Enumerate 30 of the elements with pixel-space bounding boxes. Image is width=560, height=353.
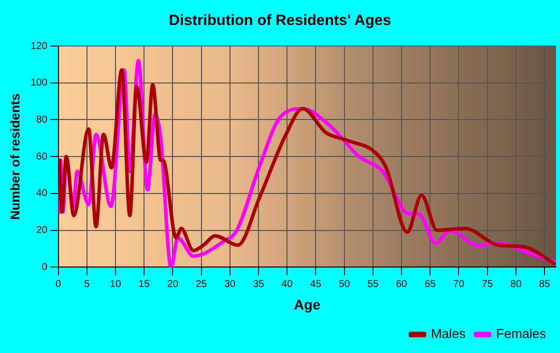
chart-title: Distribution of Residents' Ages — [168, 12, 392, 30]
x-tick-label: 65 — [424, 278, 436, 290]
x-tick-label: 75 — [482, 278, 494, 290]
x-tick-label: 55 — [367, 278, 379, 290]
x-tick-label: 5 — [84, 278, 90, 290]
y-tick-label: 0 — [42, 262, 48, 273]
x-tick-label: 50 — [338, 278, 350, 290]
x-tick-label: 40 — [282, 278, 294, 290]
y-axis-title: Number of residents — [7, 93, 22, 220]
x-tick-label: 60 — [396, 278, 408, 290]
x-tick-label: 85 — [538, 278, 551, 290]
x-tick-label: 70 — [453, 278, 465, 290]
legend-label: Males — [430, 326, 466, 342]
x-tick-label: 20 — [167, 278, 179, 290]
x-tick-label: 45 — [310, 278, 322, 290]
y-tick-label: 100 — [30, 78, 48, 89]
x-axis-title: Age — [294, 296, 321, 312]
x-tick-label: 0 — [56, 278, 62, 290]
x-tick-label: 35 — [252, 278, 265, 290]
x-tick-label: 30 — [224, 278, 236, 290]
x-tick-label: 25 — [196, 278, 208, 290]
x-tick-label: 15 — [138, 278, 150, 290]
y-tick-label: 40 — [36, 188, 48, 200]
x-tick-label: 80 — [510, 278, 522, 290]
y-tick-label: 120 — [30, 40, 48, 52]
y-tick-label: 60 — [36, 151, 48, 162]
legend-label: Females — [496, 326, 546, 342]
y-tick-label: 80 — [36, 114, 48, 126]
x-tick-label: 10 — [110, 278, 122, 290]
y-tick-label: 20 — [36, 225, 48, 236]
